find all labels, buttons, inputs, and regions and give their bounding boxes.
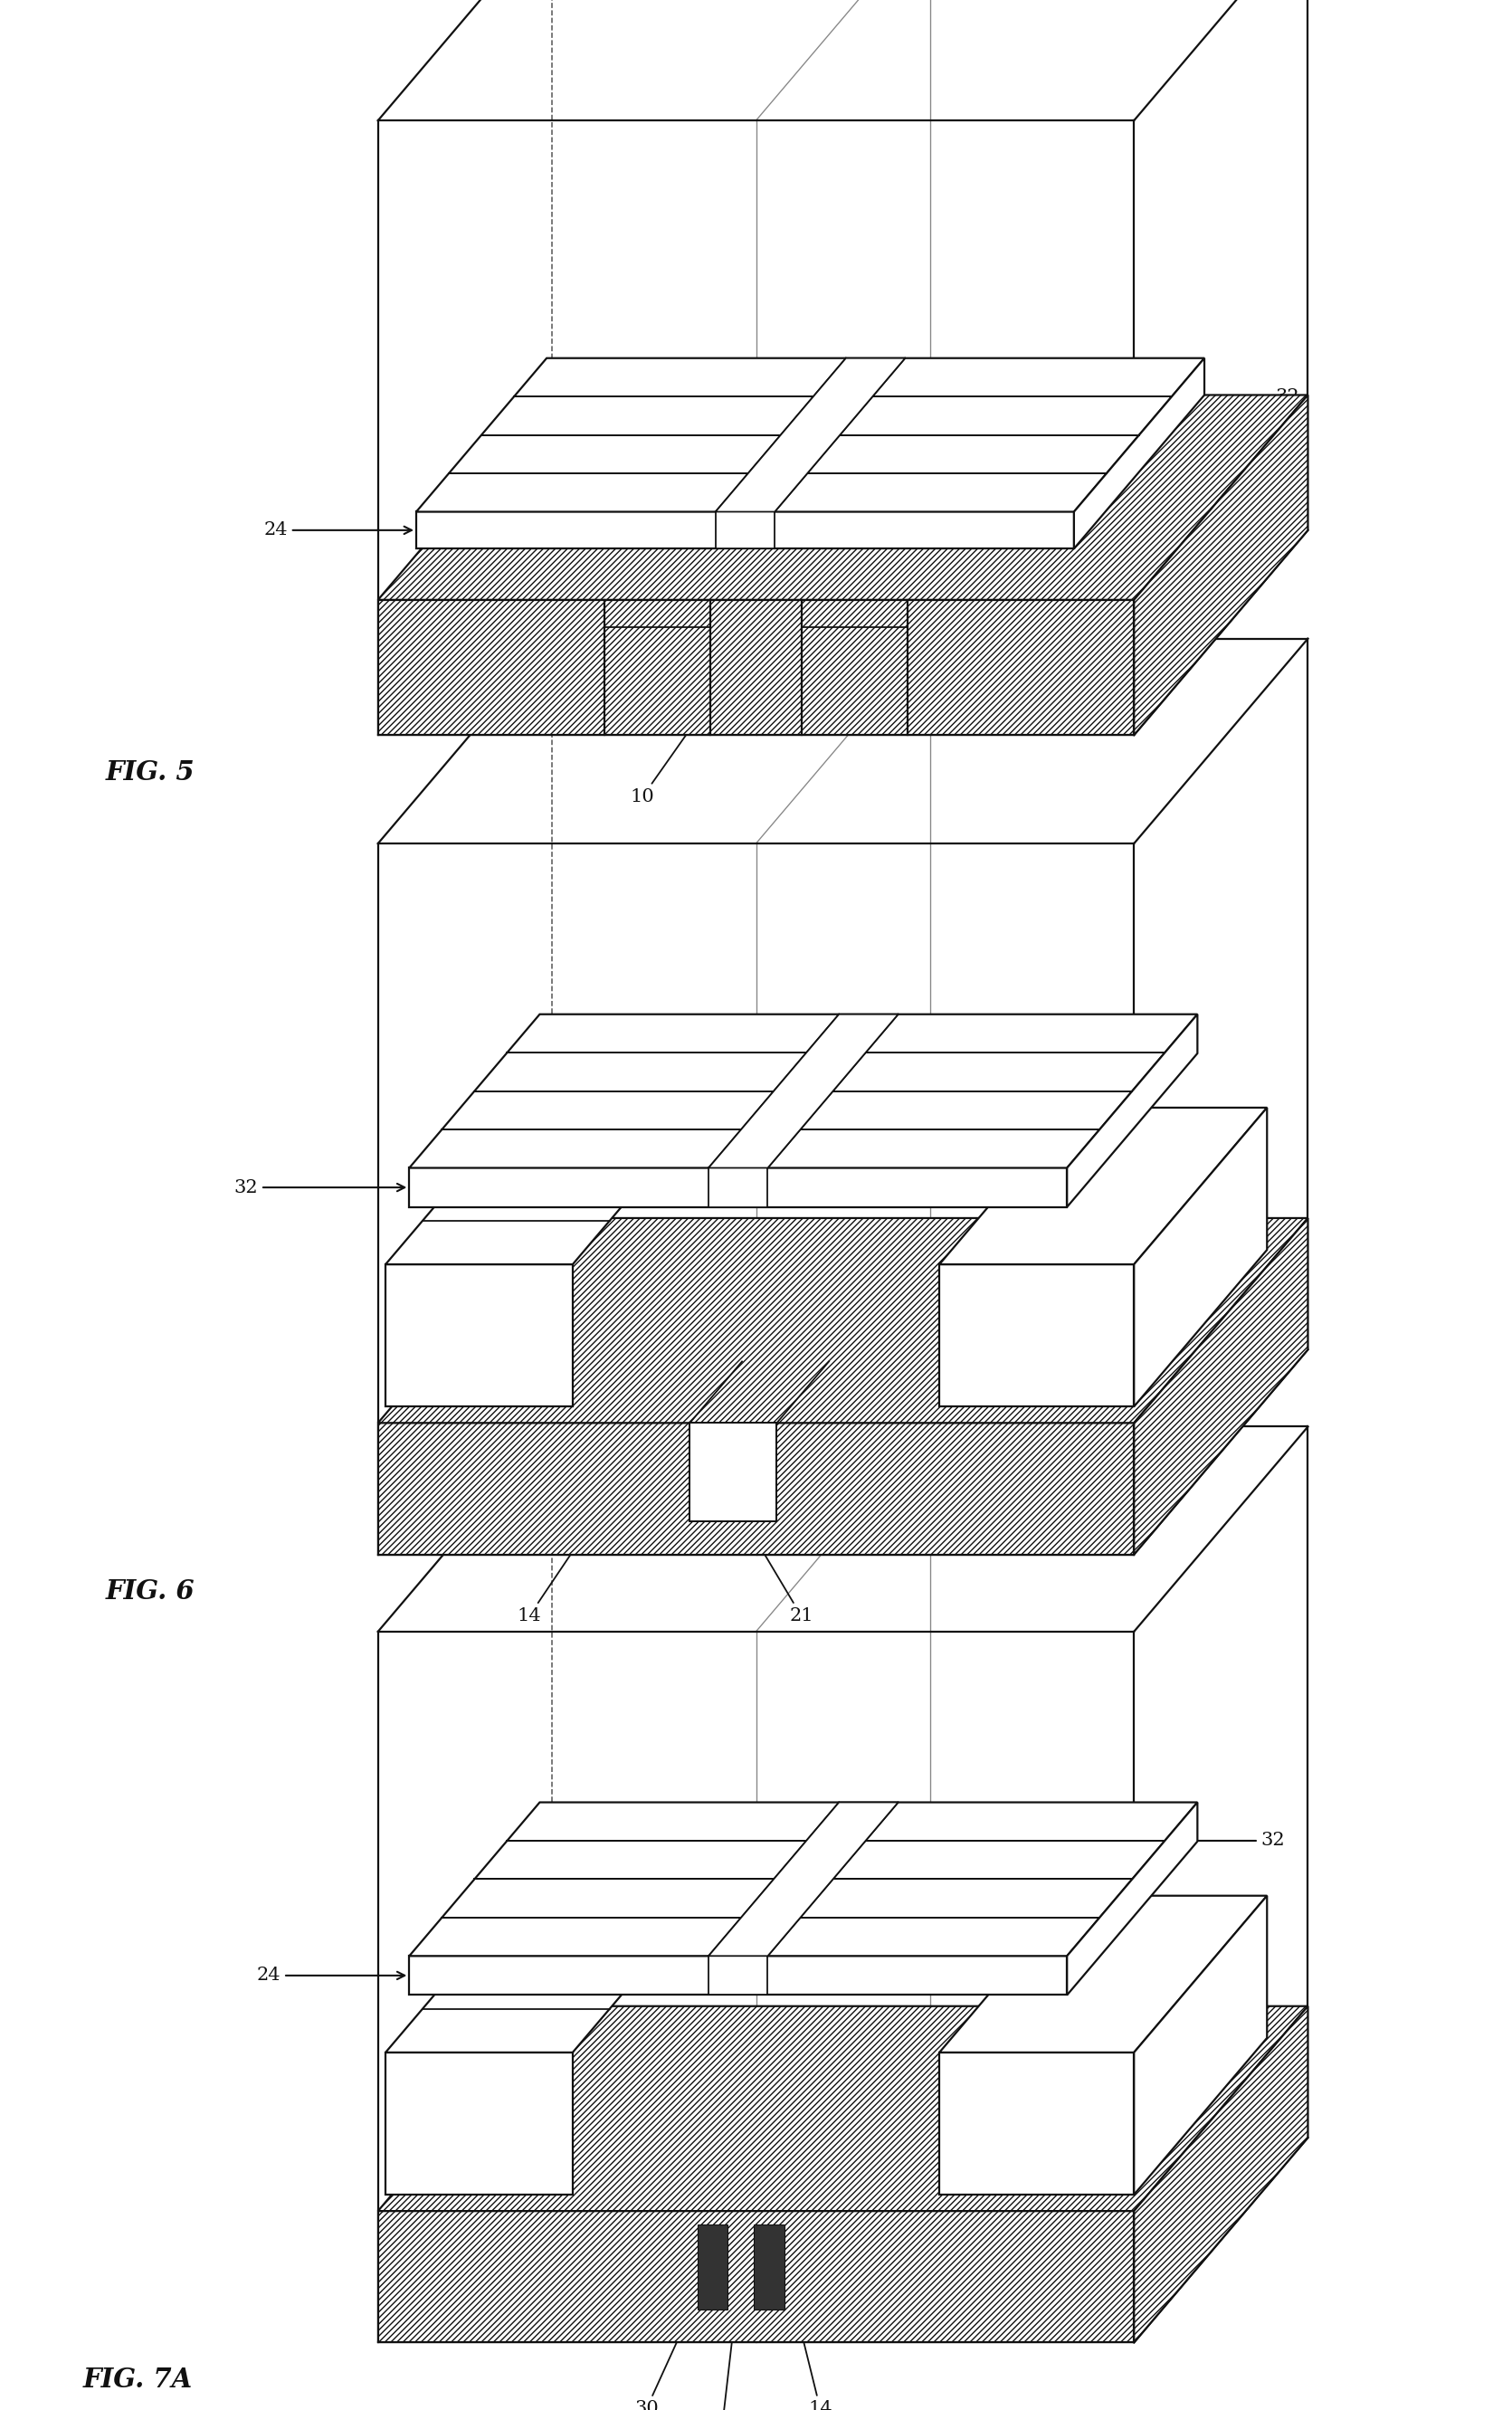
Polygon shape: [715, 511, 774, 549]
Polygon shape: [378, 1422, 1134, 1554]
Polygon shape: [1134, 2005, 1308, 2343]
Polygon shape: [697, 2224, 727, 2309]
Polygon shape: [378, 395, 1308, 600]
Polygon shape: [1134, 1217, 1308, 1554]
Polygon shape: [709, 1957, 768, 1995]
Polygon shape: [709, 1803, 898, 1957]
Polygon shape: [378, 2210, 1134, 2343]
Polygon shape: [1134, 1897, 1267, 2196]
Text: 21: 21: [735, 1504, 813, 1624]
Text: 24: 24: [257, 1967, 405, 1983]
Polygon shape: [1134, 395, 1308, 735]
Polygon shape: [386, 2053, 573, 2196]
Text: 24: 24: [263, 521, 411, 540]
Polygon shape: [416, 511, 1074, 549]
Polygon shape: [1067, 1015, 1198, 1207]
Polygon shape: [410, 1957, 1067, 1995]
Polygon shape: [378, 2005, 1308, 2210]
Polygon shape: [715, 359, 906, 511]
Polygon shape: [410, 1803, 1198, 1957]
Text: FIG. 6: FIG. 6: [106, 1579, 195, 1605]
Text: F: F: [714, 2265, 741, 2410]
Polygon shape: [939, 1109, 1267, 1265]
Polygon shape: [378, 600, 1134, 735]
Polygon shape: [378, 1217, 1308, 1422]
Polygon shape: [1074, 359, 1205, 549]
Polygon shape: [709, 1015, 898, 1169]
Text: 14: 14: [517, 1516, 596, 1624]
Polygon shape: [689, 1422, 777, 1521]
Polygon shape: [709, 1169, 768, 1207]
Polygon shape: [1067, 1803, 1198, 1995]
Text: 32: 32: [1190, 388, 1300, 405]
Polygon shape: [410, 1169, 1067, 1207]
Text: 10: 10: [631, 723, 694, 805]
Polygon shape: [939, 2053, 1134, 2196]
Polygon shape: [939, 1265, 1134, 1407]
Polygon shape: [386, 1877, 721, 2053]
Text: FIG. 7A: FIG. 7A: [83, 2367, 194, 2393]
Polygon shape: [386, 1089, 721, 1265]
Polygon shape: [1134, 1109, 1267, 1407]
Text: 32: 32: [1182, 1832, 1285, 1848]
Text: FIG. 5: FIG. 5: [106, 759, 195, 786]
Polygon shape: [386, 1265, 573, 1407]
Polygon shape: [416, 359, 1205, 511]
Text: 32: 32: [234, 1178, 405, 1195]
Polygon shape: [410, 1015, 1198, 1169]
Polygon shape: [754, 2224, 785, 2309]
Text: 14: 14: [785, 2265, 832, 2410]
Polygon shape: [939, 1897, 1267, 2053]
Text: 30: 30: [634, 2265, 712, 2410]
